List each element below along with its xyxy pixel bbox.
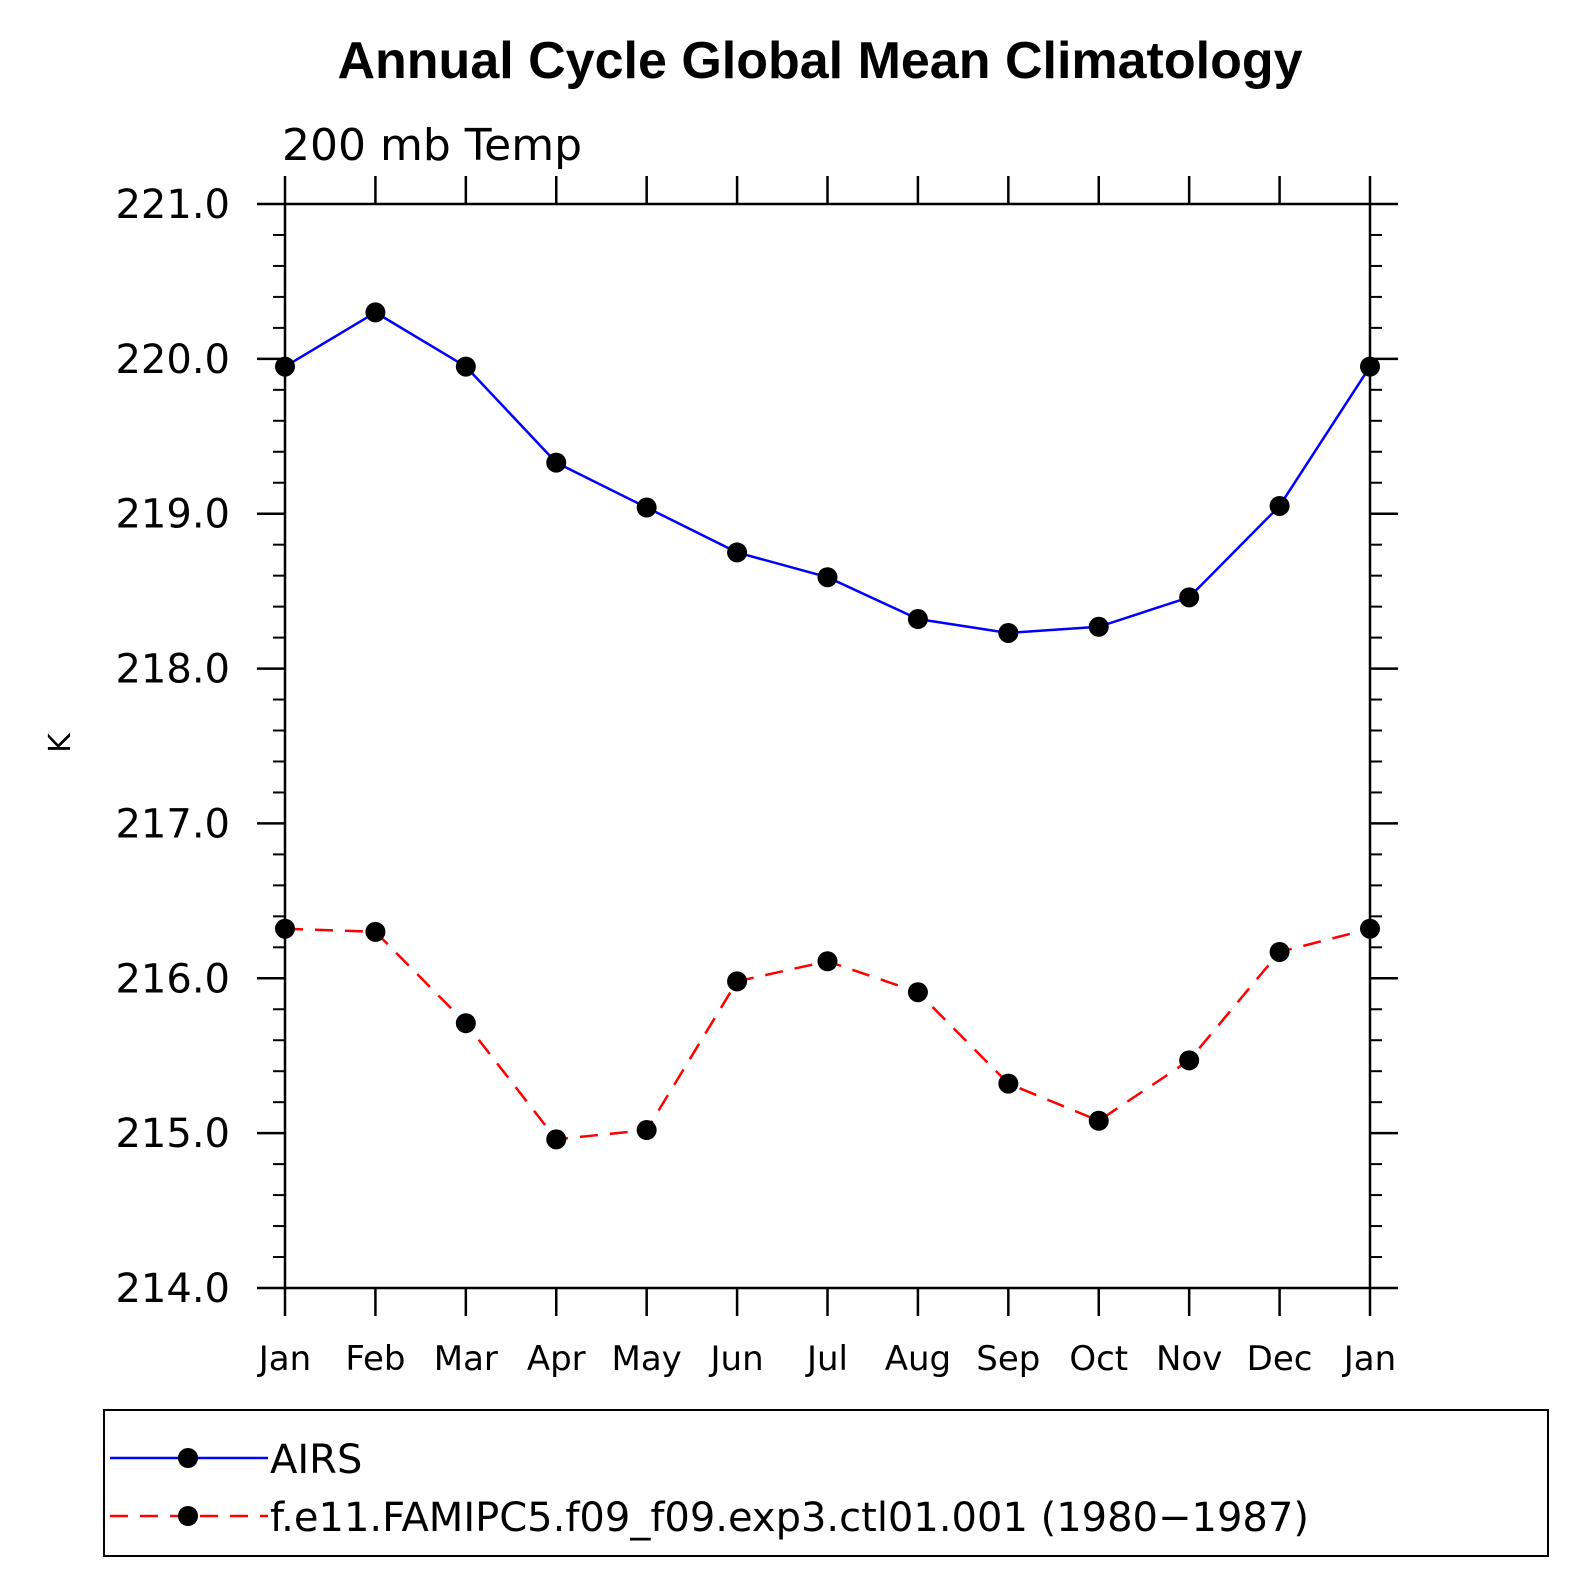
chart-title: Annual Cycle Global Mean Climatology <box>337 32 1302 90</box>
y-axis-label: K <box>43 732 78 753</box>
series-1-point <box>817 567 838 588</box>
series-1-point <box>365 302 386 323</box>
series-1-point <box>636 497 657 518</box>
x-tick-label: May <box>612 1339 682 1379</box>
series-2-point <box>1269 941 1290 962</box>
x-tick-label: Dec <box>1247 1339 1313 1379</box>
y-tick-label: 214.0 <box>115 1266 230 1312</box>
series-2-point <box>1179 1050 1200 1071</box>
x-tick-label: Jan <box>1342 1339 1396 1379</box>
x-tick-label: Oct <box>1069 1339 1128 1379</box>
y-tick-label: 219.0 <box>115 492 230 538</box>
series-1-point <box>727 542 748 563</box>
series-1-point <box>1269 495 1290 516</box>
x-tick-label: Nov <box>1156 1339 1222 1379</box>
series-2-point <box>1088 1110 1109 1131</box>
series-2-point <box>636 1120 657 1141</box>
series-2-point <box>998 1073 1019 1094</box>
series-2-point <box>1360 918 1380 939</box>
series-1-point <box>455 356 476 377</box>
legend-box <box>103 1409 1549 1557</box>
legend-label-2: f.e11.FAMIPC5.f09_f09.exp3.ctl01.001 (19… <box>270 1495 1309 1541</box>
series-2-point <box>727 971 748 992</box>
x-tick-label: Jun <box>709 1339 764 1379</box>
series-2-point <box>907 982 928 1003</box>
series-layer <box>275 302 1380 1150</box>
x-tick-label: Aug <box>885 1339 951 1379</box>
series-2-point <box>275 918 295 939</box>
series-2-point <box>455 1013 476 1034</box>
series-2-point <box>546 1129 567 1150</box>
x-tick-label: Mar <box>434 1339 498 1379</box>
legend-marker-2 <box>178 1506 198 1526</box>
x-tick-label: Sep <box>976 1339 1040 1379</box>
x-tick-label: Feb <box>345 1339 405 1379</box>
series-1-point <box>1179 587 1200 608</box>
series-2-point <box>817 951 838 972</box>
series-1-point <box>907 609 928 630</box>
series-1-point <box>546 452 567 473</box>
y-tick-label: 215.0 <box>115 1111 230 1157</box>
x-tick-label: Apr <box>527 1339 586 1379</box>
series-1-point <box>1360 356 1380 377</box>
plot-axes: 214.0 215.0 216.0 217.0 218.0 219.0 220.0 221.0… <box>115 176 1398 1379</box>
legend-marker-1 <box>178 1448 198 1468</box>
x-tick-label: Jul <box>805 1339 848 1379</box>
plot-frame <box>283 202 1372 1290</box>
y-tick-label: 218.0 <box>115 647 230 693</box>
y-tick-label: 221.0 <box>115 182 230 228</box>
y-tick-label: 217.0 <box>115 801 230 847</box>
legend-label-1: AIRS <box>270 1437 362 1483</box>
x-tick-label: Jan <box>257 1339 311 1379</box>
series-2-point <box>365 921 386 942</box>
series-1-point <box>275 356 295 377</box>
y-tick-label: 220.0 <box>115 337 230 383</box>
chart-subtitle: 200 mb Temp <box>282 120 582 171</box>
series-1-point <box>1088 616 1109 637</box>
series-1-point <box>998 622 1019 643</box>
legend: AIRS f.e11.FAMIPC5.f09_f09.exp3.ctl01.001… <box>110 1437 1309 1541</box>
y-tick-label: 216.0 <box>115 956 230 1002</box>
